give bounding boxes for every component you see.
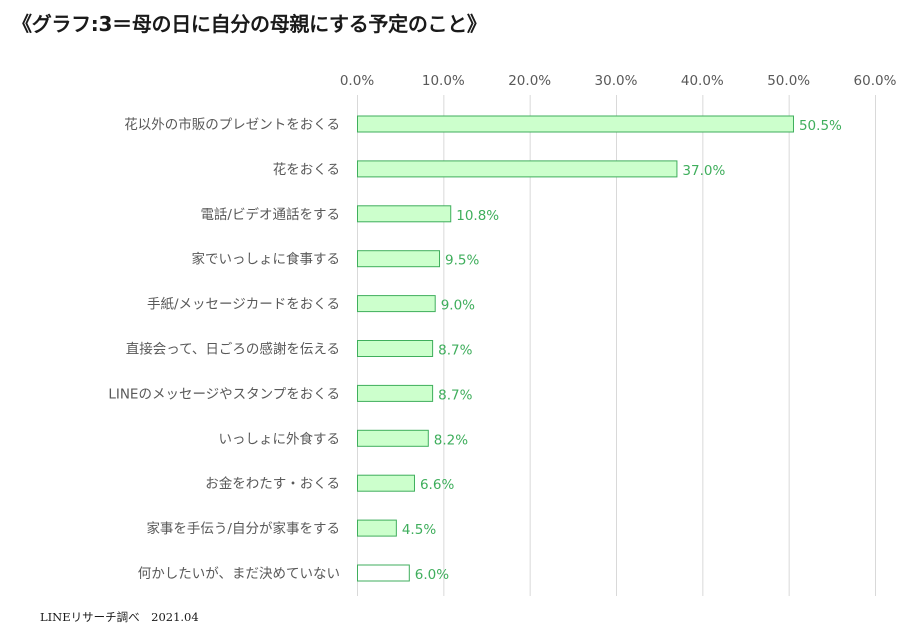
data-label: 9.5% (445, 253, 479, 269)
data-label: 8.7% (438, 387, 472, 403)
category-label: 何かしたいが、まだ決めていない (138, 566, 340, 582)
category-label: 家事を手伝う/自分が家事をする (146, 520, 340, 537)
bar (357, 429, 429, 447)
bar (357, 250, 441, 268)
data-label: 10.8% (456, 208, 499, 224)
x-tick-label: 10.0% (422, 73, 465, 89)
category-label: いっしょに外食する (219, 430, 341, 447)
category-label: 家でいっしょに食事する (192, 251, 341, 268)
data-label: 6.0% (415, 567, 449, 583)
x-tick-label: 40.0% (681, 73, 724, 89)
category-label: 直接会って、日ごろの感謝を伝える (126, 341, 340, 358)
category-label: 手紙/メッセージカードをおくる (147, 297, 340, 313)
bar (357, 115, 794, 133)
bar (357, 205, 452, 223)
bar (357, 160, 678, 178)
x-tick-label: 60.0% (854, 73, 897, 89)
data-label: 37.0% (682, 163, 725, 179)
x-tick-label: 0.0% (340, 73, 374, 89)
x-tick-label: 20.0% (508, 73, 551, 89)
bar (357, 474, 415, 492)
chart-title: 《グラフ:3＝母の日に自分の母親にする予定のこと》 (12, 12, 487, 36)
data-label: 8.2% (434, 432, 468, 448)
category-label: 電話/ビデオ通話をする (200, 206, 340, 223)
source-note: LINEリサーチ調べ 2021.04 (40, 610, 199, 624)
bar (357, 519, 397, 537)
data-label: 4.5% (402, 522, 436, 538)
category-label: お金をわたす・おくる (205, 476, 340, 492)
data-label: 6.6% (420, 477, 454, 493)
bar (357, 564, 410, 582)
category-label: 花をおくる (273, 162, 340, 178)
x-tick-label: 30.0% (595, 73, 638, 89)
category-label: 花以外の市販のプレゼントをおくる (124, 116, 340, 133)
x-tick-label: 50.0% (767, 73, 810, 89)
category-label: LINEのメッセージやスタンプをおくる (108, 386, 340, 402)
bar (357, 384, 434, 402)
data-label: 9.0% (441, 298, 475, 314)
data-label: 8.7% (438, 343, 472, 359)
data-label: 50.5% (799, 118, 842, 134)
bar (357, 340, 434, 357)
bar (357, 295, 436, 313)
